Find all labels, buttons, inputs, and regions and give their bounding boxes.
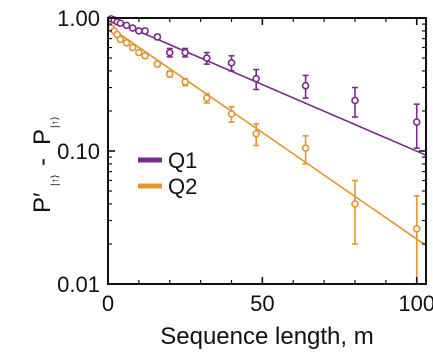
marker [135,48,143,57]
x-tick-label: 100 [398,291,433,316]
data-point-q1-8 [153,33,162,41]
marker [122,21,131,30]
plot-frame [107,17,427,285]
y-axis-label-sub1: |↑⟩ [50,174,61,186]
data-point-q1-15 [351,86,359,118]
data-point-q2-15 [351,179,359,245]
marker [181,78,189,86]
y-tick-label: 0.10 [57,139,100,164]
data-point-q1-7 [141,27,149,35]
marker [412,118,421,126]
legend-label-q1: Q1 [168,148,197,173]
data-point-q1-9 [165,47,174,58]
data-point-q2-9 [165,70,174,78]
marker [141,51,149,60]
y-axis-label-dash: - [29,158,56,166]
data-point-q2-5 [128,43,137,52]
data-point-q1-12 [227,54,236,72]
marker [128,24,137,32]
marker [301,81,310,90]
marker [227,59,236,67]
y-axis-label-main-left: P′ [29,192,56,213]
data-point-q2-8 [153,60,162,68]
fit-lines [107,17,427,247]
data-point-q1-14 [301,74,310,99]
data-point-q1-5 [128,24,137,32]
data-point-q2-3 [116,35,125,44]
data-point-q2-13 [252,123,260,147]
fit-line-q2 [107,25,427,247]
x-tick-label: 50 [250,291,274,316]
fit-line-q1 [107,17,427,156]
data-point-q1-13 [252,68,260,91]
marker [153,33,162,41]
marker [412,225,421,233]
data-point-q2-12 [227,105,236,123]
data-points [107,15,421,285]
marker [141,27,149,35]
data-point-q1-11 [202,51,211,65]
marker [181,48,189,57]
marker [301,144,310,152]
data-point-q2-4 [122,39,131,47]
y-tick-label: 0.01 [57,272,100,297]
x-tick-label: 0 [102,291,114,316]
marker [202,54,211,62]
data-point-q1-6 [135,27,143,35]
marker [165,70,174,78]
y-axis-label: P′ |↑⟩ - P |↑⟩ [29,116,61,213]
marker [135,27,143,35]
data-point-q1-16 [412,103,421,149]
data-point-q2-7 [141,51,149,60]
data-point-q1-10 [181,47,189,58]
marker [252,129,260,138]
data-point-q2-10 [181,77,189,87]
y-tick-label: 1.00 [57,6,100,31]
x-axis-label: Sequence length, m [160,323,373,350]
data-point-q2-11 [202,92,211,104]
marker [116,19,125,27]
marker [351,96,359,105]
y-axis-label-main-right: P [29,129,56,145]
marker [227,110,236,118]
data-point-q1-3 [116,19,125,27]
axis-ticks: 0 50 100 0.01 0.10 1.00 [57,6,433,316]
marker [128,43,137,52]
legend-label-q2: Q2 [168,174,197,199]
marker [153,60,162,68]
data-point-q1-4 [122,21,131,30]
marker [116,35,125,44]
marker [122,39,131,47]
marker [165,48,174,57]
y-axis-label-sub2: |↑⟩ [50,116,61,128]
legend: Q1 Q2 [138,148,197,199]
data-point-q2-14 [301,135,310,165]
marker [351,200,359,208]
marker [202,94,211,102]
marker [252,74,260,83]
data-point-q2-6 [135,48,143,57]
